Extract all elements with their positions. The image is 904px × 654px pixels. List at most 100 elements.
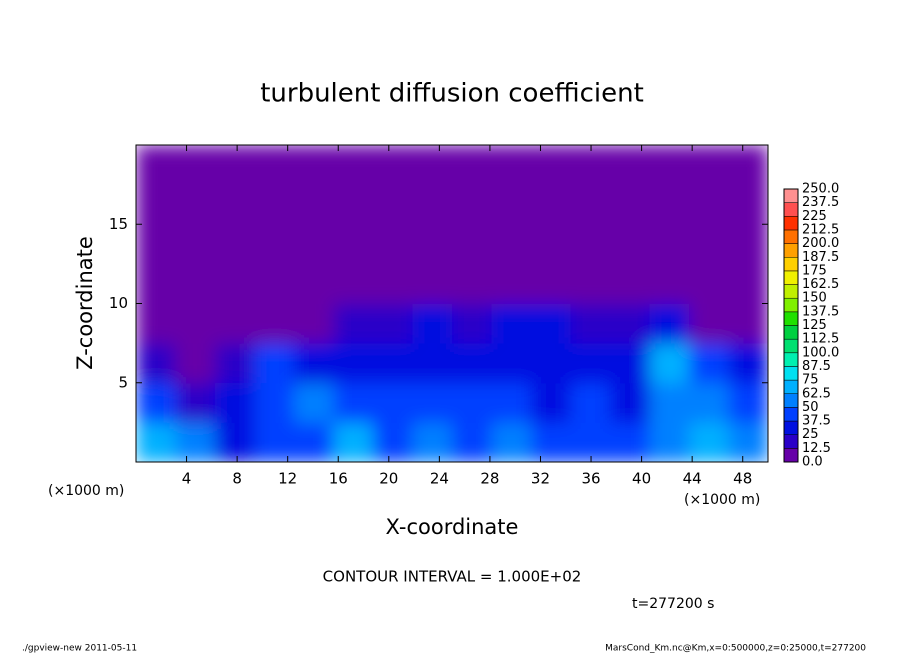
x-tick-label: 40 xyxy=(632,470,651,488)
x-unit: (×1000 m) xyxy=(48,483,124,499)
field-cell xyxy=(412,343,453,384)
field-cell xyxy=(175,184,216,225)
colorbar-label: 112.5 xyxy=(802,332,839,347)
field-cell xyxy=(649,422,690,462)
colorbar-swatch xyxy=(783,243,799,258)
field-cell xyxy=(649,145,690,186)
field-cell xyxy=(136,224,176,265)
field-cell xyxy=(491,303,532,344)
colorbar-swatch xyxy=(783,379,799,395)
colorbar-label: 37.5 xyxy=(802,414,831,429)
field-cell xyxy=(215,382,255,423)
field-cell xyxy=(412,263,453,304)
field-cell xyxy=(294,145,334,186)
field-cell xyxy=(649,184,690,225)
footer: MarsCond_Km.nc@Km,x=0:500000,z=0:25000,t… xyxy=(605,644,866,654)
field-cell xyxy=(254,224,295,265)
field-cell xyxy=(254,422,295,462)
field-cell xyxy=(294,224,334,265)
field-cell xyxy=(412,303,453,344)
field-cell xyxy=(728,343,768,384)
field-cell xyxy=(333,303,374,344)
field-cell xyxy=(254,343,295,384)
field-cell xyxy=(689,422,729,462)
colorbar-swatch xyxy=(783,297,799,313)
colorbar-swatch xyxy=(783,448,799,463)
field-cell xyxy=(728,422,768,462)
field-cell xyxy=(610,184,650,225)
field-cell xyxy=(452,343,492,384)
field-cell xyxy=(570,382,611,423)
colorbar-label: 12.5 xyxy=(802,441,831,456)
field-cell xyxy=(531,343,571,384)
field-cell xyxy=(215,343,255,384)
field-cell xyxy=(689,145,729,186)
field-cell xyxy=(689,343,729,384)
field-cell xyxy=(610,343,650,384)
field-cell xyxy=(175,382,216,423)
field-cell xyxy=(136,303,176,344)
colorbar-label: 0.0 xyxy=(802,455,823,470)
field-cell xyxy=(491,382,532,423)
x-tick-label: 8 xyxy=(232,470,242,488)
field-cell xyxy=(215,303,255,344)
field-cell xyxy=(531,263,571,304)
field-cell xyxy=(452,382,492,423)
field-cell xyxy=(333,184,374,225)
colorbar-swatch xyxy=(783,270,799,285)
field-cell xyxy=(452,145,492,186)
field-cell xyxy=(175,343,216,384)
x-tick-label: 48 xyxy=(733,470,752,488)
colorbar-swatch xyxy=(783,229,799,244)
field xyxy=(136,145,768,462)
field-cell xyxy=(649,382,690,423)
field-cell xyxy=(175,303,216,344)
field-cell xyxy=(728,382,768,423)
colorbar-label: 187.5 xyxy=(802,250,839,265)
field-cell xyxy=(215,263,255,304)
annotation: CONTOUR INTERVAL = 1.000E+02 xyxy=(323,568,582,586)
colorbar-label: 200.0 xyxy=(802,236,839,251)
field-cell xyxy=(373,224,413,265)
field-cell xyxy=(689,184,729,225)
field-cell xyxy=(215,145,255,186)
x-tick-label: 32 xyxy=(531,470,550,488)
x-axis-label: X-coordinate xyxy=(386,515,519,539)
field-cell xyxy=(649,343,690,384)
field-cell xyxy=(215,184,255,225)
colorbar-swatch xyxy=(783,434,799,449)
field-cell xyxy=(610,422,650,462)
field-cell xyxy=(175,145,216,186)
field-cell xyxy=(254,145,295,186)
field-cell xyxy=(333,422,374,462)
field-cell xyxy=(570,184,611,225)
colorbar-label: 87.5 xyxy=(802,359,831,374)
field-cell xyxy=(333,382,374,423)
field-cell xyxy=(649,303,690,344)
x-tick-label: 44 xyxy=(683,470,702,488)
field-cell xyxy=(689,382,729,423)
colorbar-swatch xyxy=(783,216,799,231)
colorbar-label: 225 xyxy=(802,209,827,224)
colorbar-swatch xyxy=(783,407,799,422)
field-cell xyxy=(531,422,571,462)
field-cell xyxy=(531,145,571,186)
field-cell xyxy=(333,263,374,304)
colorbar-label: 62.5 xyxy=(802,386,831,401)
time-label: t=277200 s xyxy=(632,596,714,612)
x-tick-label: 4 xyxy=(182,470,192,488)
field-cell xyxy=(294,382,334,423)
field-cell xyxy=(491,343,532,384)
colorbar-frame xyxy=(783,188,799,463)
colorbar-swatch xyxy=(783,311,799,326)
chart-title: turbulent diffusion coefficient xyxy=(260,79,644,109)
x-tick-label: 16 xyxy=(329,470,348,488)
y-tick-label: 15 xyxy=(109,215,128,233)
colorbar-label: 212.5 xyxy=(802,222,839,237)
field-cell xyxy=(254,303,295,344)
field-cell xyxy=(294,343,334,384)
field-cell xyxy=(610,382,650,423)
field-cell xyxy=(610,263,650,304)
field-cell xyxy=(412,224,453,265)
field-cell xyxy=(215,422,255,462)
